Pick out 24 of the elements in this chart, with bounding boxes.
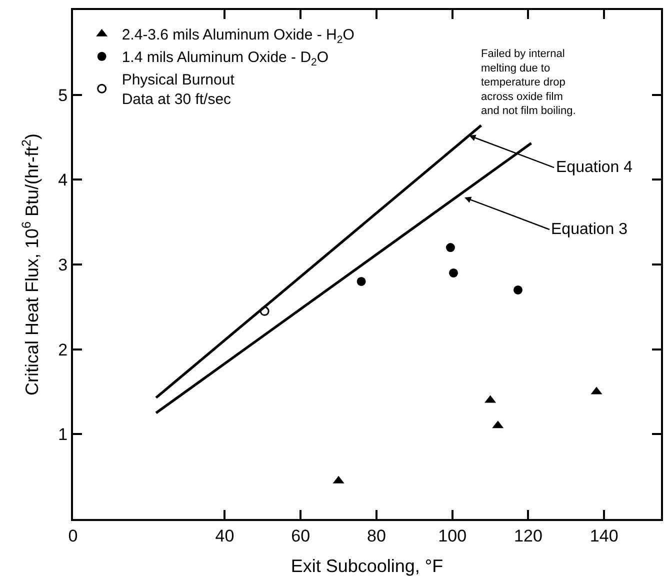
legend-label: 1.4 mils Aluminum Oxide - D$_{2}$O [122,49,329,68]
x-tick-label: 120 [514,526,542,546]
x-tick-label: 80 [367,526,386,546]
y-tick-label: 4 [58,170,68,190]
y-tick-label: 2 [58,340,68,360]
x-tick-label: 0 [68,526,78,546]
x-tick-label: 100 [438,526,467,546]
y-tick-label: 5 [58,86,68,105]
point [513,285,522,294]
legend-label: Physical Burnout Data at 30 ft/sec [122,72,236,108]
x-tick-label: 140 [590,526,618,546]
y-tick-label: 3 [58,255,68,274]
legend-label: 2.4-3.6 mils Aluminum Oxide - H$_{2}$O [122,26,354,46]
annotation: Failed by internal melting due to temperature drop across oxide film and not film boiling. [481,48,576,118]
annotation: Equation 4 [556,159,633,176]
annotation: Equation 3 [551,221,628,238]
x-tick-label: 60 [291,526,310,546]
point [260,306,270,316]
point [356,276,366,286]
y-tick-label: 1 [58,425,68,444]
point [446,243,455,252]
x-axis-title: Exit Subcooling, °F [290,556,444,576]
x-tick-label: 40 [215,526,234,546]
point [448,268,458,278]
